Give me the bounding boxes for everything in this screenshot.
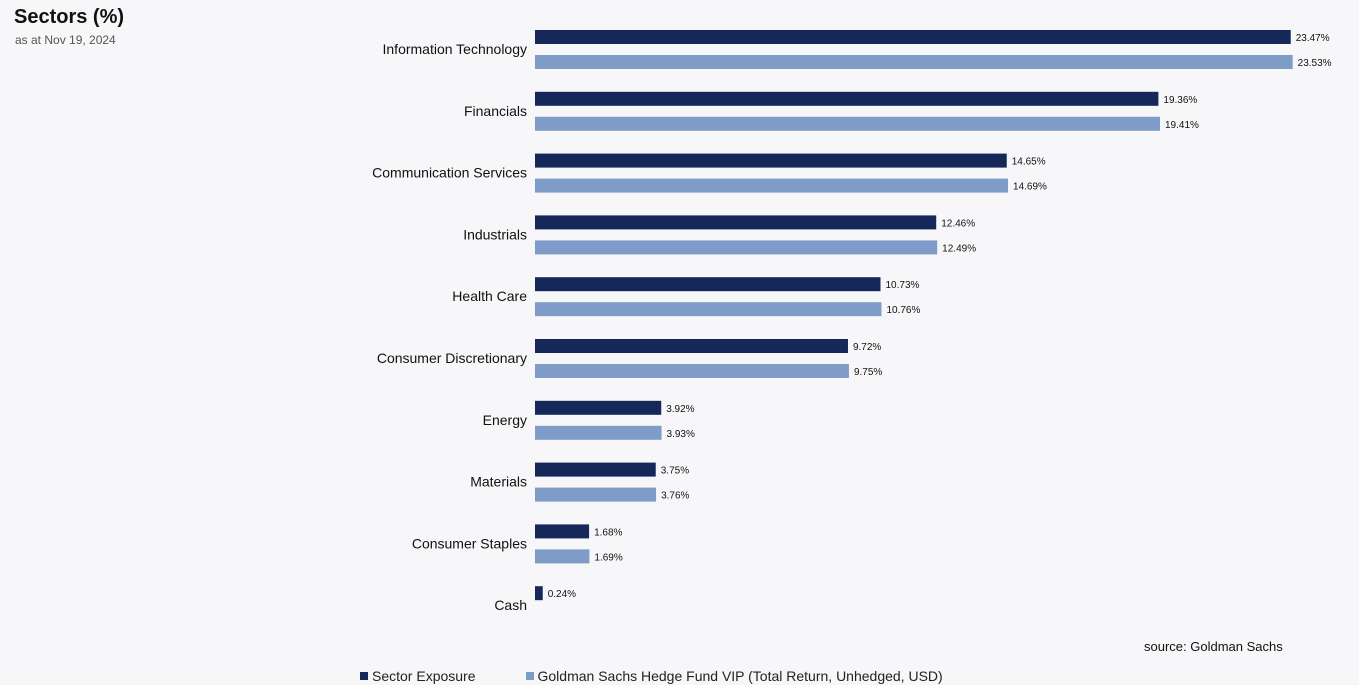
- value-label-hedge-fund-vip-information-technology: 23.53%: [1298, 58, 1332, 69]
- category-label-consumer-discretionary: Consumer Discretionary: [377, 350, 527, 366]
- bar-sector-exposure-consumer-staples: [535, 524, 590, 539]
- value-label-sector-exposure-information-technology: 23.47%: [1296, 33, 1330, 44]
- category-label-materials: Materials: [470, 474, 527, 490]
- bar-hedge-fund-vip-health-care: [535, 302, 882, 317]
- chart-subtitle: as at Nov 19, 2024: [15, 33, 116, 47]
- category-label-energy: Energy: [483, 412, 527, 428]
- bar-hedge-fund-vip-financials: [535, 116, 1161, 131]
- bar-sector-exposure-health-care: [535, 277, 881, 292]
- value-label-sector-exposure-energy: 3.92%: [666, 404, 694, 415]
- category-label-cash: Cash: [494, 597, 527, 613]
- chart-title: Sectors (%): [14, 6, 125, 28]
- legend-item-hedge-fund-vip: Goldman Sachs Hedge Fund VIP (Total Retu…: [525, 668, 943, 684]
- value-label-sector-exposure-consumer-staples: 1.68%: [594, 527, 622, 538]
- source-note: source: Goldman Sachs: [1144, 639, 1283, 654]
- bar-sector-exposure-consumer-discretionary: [535, 339, 848, 353]
- value-label-sector-exposure-health-care: 10.73%: [886, 280, 920, 291]
- value-label-sector-exposure-cash: 0.24%: [548, 589, 576, 600]
- bar-hedge-fund-vip-consumer-staples: [535, 549, 590, 564]
- bar-sector-exposure-industrials: [535, 215, 937, 230]
- category-label-health-care: Health Care: [452, 288, 527, 304]
- bar-sector-exposure-cash: [535, 586, 543, 601]
- bar-hedge-fund-vip-consumer-discretionary: [535, 364, 849, 378]
- value-label-hedge-fund-vip-energy: 3.93%: [667, 429, 695, 440]
- legend-label-hedge-fund-vip: Goldman Sachs Hedge Fund VIP (Total Retu…: [537, 668, 943, 684]
- category-label-information-technology: Information Technology: [383, 41, 528, 57]
- value-label-sector-exposure-consumer-discretionary: 9.72%: [853, 342, 881, 353]
- value-label-hedge-fund-vip-financials: 19.41%: [1165, 120, 1199, 131]
- bar-sector-exposure-energy: [535, 400, 662, 415]
- value-label-hedge-fund-vip-industrials: 12.49%: [942, 243, 976, 254]
- bar-sector-exposure-communication-services: [535, 153, 1007, 168]
- bar-hedge-fund-vip-industrials: [535, 240, 938, 255]
- value-label-sector-exposure-communication-services: 14.65%: [1012, 157, 1046, 168]
- value-label-hedge-fund-vip-consumer-staples: 1.69%: [594, 552, 622, 563]
- value-label-hedge-fund-vip-communication-services: 14.69%: [1013, 182, 1047, 193]
- category-label-financials: Financials: [464, 103, 527, 119]
- bar-sector-exposure-financials: [535, 91, 1159, 106]
- value-label-sector-exposure-materials: 3.75%: [661, 466, 689, 477]
- value-label-sector-exposure-financials: 19.36%: [1163, 95, 1197, 106]
- bar-hedge-fund-vip-communication-services: [535, 178, 1009, 193]
- legend-swatch-hedge-fund-vip: [525, 672, 534, 680]
- bar-hedge-fund-vip-information-technology: [535, 55, 1293, 69]
- bar-hedge-fund-vip-materials: [535, 487, 657, 502]
- legend-swatch-sector-exposure: [360, 672, 368, 680]
- category-label-industrials: Industrials: [463, 226, 527, 242]
- category-label-communication-services: Communication Services: [372, 165, 527, 181]
- value-label-hedge-fund-vip-consumer-discretionary: 9.75%: [854, 367, 882, 378]
- value-label-sector-exposure-industrials: 12.46%: [941, 218, 975, 229]
- legend-label-sector-exposure: Sector Exposure: [372, 668, 476, 684]
- bar-hedge-fund-vip-energy: [535, 425, 662, 440]
- bar-sector-exposure-information-technology: [535, 30, 1291, 44]
- category-label-consumer-staples: Consumer Staples: [412, 535, 527, 551]
- value-label-hedge-fund-vip-health-care: 10.76%: [886, 305, 920, 316]
- chart-legend: Sector Exposure Goldman Sachs Hedge Fund…: [360, 668, 993, 684]
- value-label-hedge-fund-vip-materials: 3.76%: [661, 491, 689, 502]
- bar-sector-exposure-materials: [535, 462, 656, 477]
- legend-item-sector-exposure: Sector Exposure: [360, 668, 476, 684]
- sector-bar-chart: Information Technology 23.47% 23.53% Financ…: [372, 30, 1332, 613]
